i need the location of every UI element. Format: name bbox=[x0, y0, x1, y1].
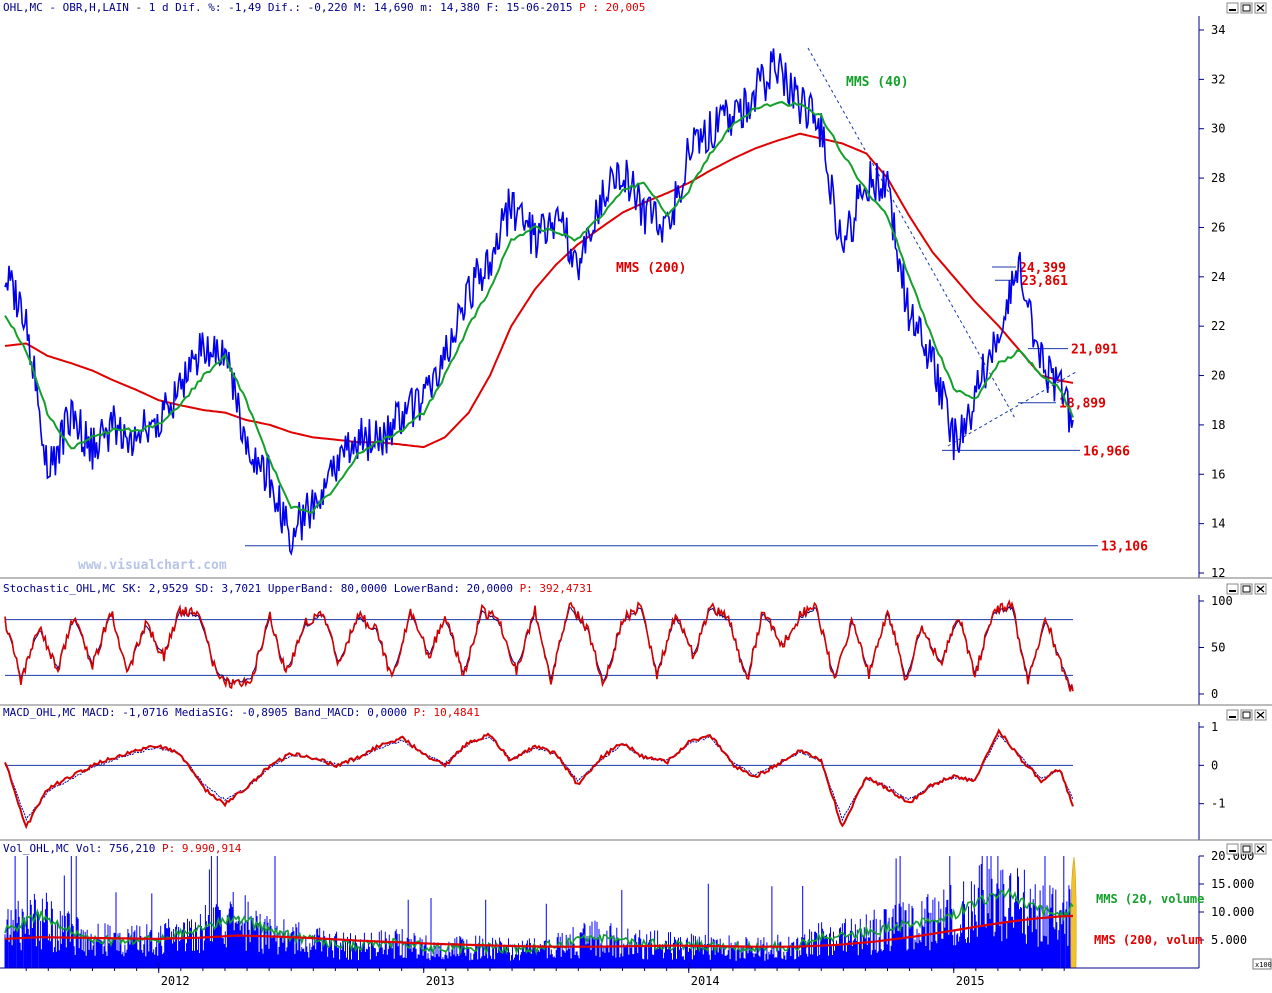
level-label: 23,861 bbox=[1021, 274, 1068, 289]
price-y-tick-label: 24 bbox=[1211, 270, 1225, 284]
macd-y-tick-label: 1 bbox=[1211, 720, 1218, 734]
watermark: www.visualchart.com bbox=[78, 558, 227, 573]
stochastic-minimize-icon bbox=[1229, 590, 1236, 592]
price-y-tick-label: 32 bbox=[1211, 72, 1225, 86]
mms40-label: MMS (40) bbox=[846, 75, 909, 90]
volume-scale-note: x100 bbox=[1255, 961, 1272, 969]
volume-y-tick-label: 15.000 bbox=[1211, 877, 1254, 891]
time-tick-label: 2013 bbox=[426, 974, 455, 988]
volume-window-controls bbox=[1227, 844, 1266, 854]
time-tick-label: 2012 bbox=[161, 974, 190, 988]
volume-minimize-icon bbox=[1229, 850, 1236, 852]
volume-minimize-button[interactable] bbox=[1227, 844, 1238, 854]
stochastic-minimize-button[interactable] bbox=[1227, 584, 1238, 594]
price-header: OHL,MC - OBR,H,LAIN - 1 d Dif. %: -1,49 … bbox=[3, 1, 645, 14]
time-tick-label: 2014 bbox=[691, 974, 720, 988]
stochastic-panel: Stochastic_OHL,MC SK: 2,9529 SD: 3,7021 … bbox=[0, 582, 1272, 705]
macd-line bbox=[5, 730, 1073, 826]
level-label: 16,966 bbox=[1083, 444, 1130, 459]
price-y-tick-label: 14 bbox=[1211, 517, 1225, 531]
level-label: 13,106 bbox=[1101, 540, 1148, 555]
price-y-tick-label: 30 bbox=[1211, 122, 1225, 136]
volume-highlight-marker bbox=[1071, 857, 1076, 968]
stochastic-sk-line bbox=[5, 602, 1073, 692]
price-y-axis: 12 14 16 18 20 22 24 26 28 30 32 34 bbox=[1199, 23, 1225, 580]
stochastic-y-tick-label: 100 bbox=[1211, 594, 1233, 608]
price-y-tick-label: 26 bbox=[1211, 220, 1225, 234]
stochastic-y-tick-label: 50 bbox=[1211, 641, 1225, 655]
time-tick-label: 2015 bbox=[956, 974, 985, 988]
minimize-button[interactable] bbox=[1227, 3, 1238, 13]
macd-header: MACD_OHL,MC MACD: -1,0716 MediaSIG: -0,8… bbox=[3, 706, 480, 719]
macd-y-tick-label: -1 bbox=[1211, 797, 1225, 811]
minimize-icon bbox=[1229, 9, 1236, 11]
volume-header: Vol_OHL,MC Vol: 756,210 P: 9.990,914 bbox=[3, 842, 242, 855]
price-window-controls bbox=[1227, 3, 1266, 13]
price-y-tick-label: 16 bbox=[1211, 467, 1225, 481]
volume-y-tick-label: 5.000 bbox=[1211, 933, 1247, 947]
price-panel: OHL,MC - OBR,H,LAIN - 1 d Dif. %: -1,49 … bbox=[0, 1, 1272, 580]
macd-minimize-icon bbox=[1229, 716, 1236, 718]
stochastic-window-controls bbox=[1227, 584, 1266, 594]
price-y-tick-label: 20 bbox=[1211, 369, 1225, 383]
volume-mms200-label: MMS (200, volum bbox=[1094, 933, 1202, 947]
macd-panel: MACD_OHL,MC MACD: -1,0716 MediaSIG: -0,8… bbox=[0, 706, 1272, 840]
price-y-tick-label: 22 bbox=[1211, 319, 1225, 333]
macd-minimize-button[interactable] bbox=[1227, 710, 1238, 720]
volume-mms20-label: MMS (20, volume bbox=[1096, 892, 1204, 906]
volume-bars bbox=[5, 856, 1073, 968]
macd-signal-line bbox=[5, 736, 1073, 820]
volume-bar-set bbox=[5, 856, 1073, 968]
stochastic-header: Stochastic_OHL,MC SK: 2,9529 SD: 3,7021 … bbox=[3, 582, 592, 595]
price-y-tick-label: 34 bbox=[1211, 23, 1225, 37]
volume-y-tick-label: 10.000 bbox=[1211, 905, 1254, 919]
price-y-tick-label: 12 bbox=[1211, 566, 1225, 580]
price-y-tick-label: 28 bbox=[1211, 171, 1225, 185]
stochastic-y-axis: 0 50 100 bbox=[1199, 594, 1233, 701]
mms200-label: MMS (200) bbox=[616, 261, 686, 276]
level-label: 21,091 bbox=[1071, 343, 1118, 358]
macd-y-axis: -1 0 1 bbox=[1199, 720, 1225, 811]
macd-y-tick-label: 0 bbox=[1211, 758, 1218, 772]
stochastic-y-tick-label: 0 bbox=[1211, 687, 1218, 701]
volume-panel: Vol_OHL,MC Vol: 756,210 P: 9.990,914 5.0… bbox=[3, 842, 1272, 969]
price-y-tick-label: 18 bbox=[1211, 418, 1225, 432]
macd-window-controls bbox=[1227, 710, 1266, 720]
price-plot-area bbox=[0, 16, 1199, 578]
